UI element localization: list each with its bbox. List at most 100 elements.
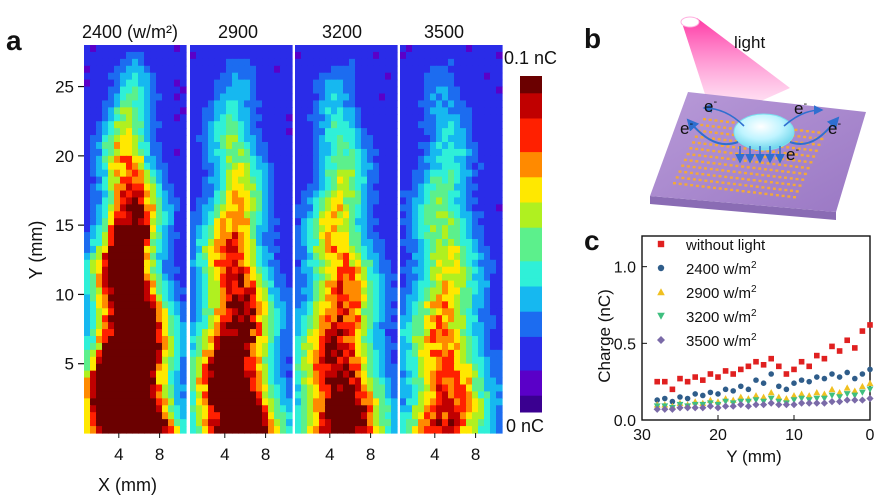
heatmap-cell [337, 155, 344, 164]
heatmap-cell [307, 45, 314, 53]
heatmap-cell [418, 79, 425, 88]
heatmap-cell [424, 245, 431, 254]
heatmap-cell [286, 349, 293, 358]
heatmap-cell [214, 142, 221, 150]
heatmap-cell [436, 197, 443, 205]
legend-marker [657, 264, 665, 272]
heatmap-cell [400, 370, 407, 379]
heatmap-cell [214, 72, 221, 81]
heatmap-cell [220, 426, 227, 434]
heatmap-cell [400, 128, 407, 136]
heatmap-cell [286, 107, 293, 115]
heatmap-cell [430, 79, 437, 88]
heatmap-cell [84, 294, 91, 302]
heatmap-cell [307, 176, 314, 185]
heatmap-cell [220, 58, 227, 67]
heatmap-cell [391, 370, 398, 379]
heatmap-cell [286, 148, 293, 157]
legend-label: 2400 w/m2 [686, 260, 757, 278]
heatmap-cell [196, 135, 203, 143]
heatmap-cell [379, 190, 386, 199]
heatmap-cell [132, 384, 139, 393]
heatmap-cell [156, 72, 163, 81]
heatmap-cell [319, 287, 326, 296]
heatmap-cell [418, 329, 425, 337]
heatmap-cell [343, 155, 350, 164]
heatmap-cell [325, 412, 332, 420]
electrode-dot [789, 152, 793, 155]
electrode-dot [703, 118, 706, 121]
heatmap-cell [448, 336, 455, 344]
heatmap-cell [448, 204, 455, 212]
heatmap-cell [286, 79, 293, 88]
heatmap-cell [301, 426, 308, 434]
electrode-dot [678, 182, 682, 186]
heatmap-cell [418, 190, 425, 199]
heatmap-cell [385, 259, 392, 268]
heatmap-cell [349, 308, 356, 316]
heatmap-cell [120, 370, 127, 379]
heatmap-cell [313, 51, 320, 60]
heatmap-cell [460, 142, 467, 150]
heatmap-cell [412, 412, 419, 420]
heatmap-cell [490, 301, 497, 309]
heatmap-cell [84, 183, 91, 192]
heatmap-cell [448, 232, 455, 240]
heatmap-cell [108, 391, 115, 399]
heatmap-cell [180, 308, 187, 316]
heatmap-cell [156, 259, 163, 268]
heatmap-cell [250, 322, 257, 330]
heatmap-cell [448, 391, 455, 399]
heatmap-cell [126, 204, 133, 212]
heatmap-cell [226, 51, 233, 60]
heatmap-cell [168, 72, 175, 81]
heatmap-cell [286, 65, 293, 74]
heatmap-cell [202, 142, 209, 150]
data-point [790, 397, 798, 404]
heatmap-cell [84, 259, 91, 268]
heatmap-cell [108, 280, 115, 289]
heatmap-cell [162, 301, 169, 309]
heatmap-cell [202, 419, 209, 427]
heatmap-cell [418, 336, 425, 344]
heatmap-cell [361, 405, 368, 413]
heatmap-cell [400, 315, 407, 323]
heatmap-cell [250, 176, 257, 185]
heatmap-cell [232, 370, 239, 379]
heatmap-cell [156, 190, 163, 199]
heatmap-cell [472, 301, 479, 309]
heatmap-cell [373, 384, 380, 393]
heatmap-cell [220, 245, 227, 254]
heatmap-cell [226, 121, 233, 129]
heatmap-cell [337, 363, 344, 372]
electrode-dot [786, 170, 790, 174]
heatmap-cell [102, 419, 109, 427]
heatmap-cell [466, 135, 473, 143]
heatmap-cell [190, 204, 197, 212]
heatmap-cell [424, 148, 431, 157]
heatmap-cell [244, 225, 251, 233]
heatmap-cell [108, 239, 115, 247]
heatmap-cell [268, 245, 275, 254]
heatmap-cell [307, 384, 314, 393]
heatmap-cell [436, 211, 443, 219]
heatmap-cell [337, 405, 344, 413]
heatmap-cell [168, 79, 175, 88]
heatmap-cell [325, 273, 332, 282]
heatmap-cell [496, 342, 503, 351]
heatmap-cell [268, 370, 275, 379]
heatmap-cell [156, 162, 163, 171]
heatmap-cell [256, 79, 263, 88]
heatmap-cell [208, 405, 215, 413]
heatmap-cell [379, 86, 386, 95]
heatmap-cell [406, 135, 413, 143]
heatmap-cell [448, 419, 455, 427]
heatmap-cell [442, 204, 449, 212]
heatmap-cell [349, 121, 356, 129]
heatmap-cell [150, 86, 157, 95]
heatmap-cell [412, 225, 419, 233]
heatmap-cell [343, 252, 350, 261]
heatmap-cell [162, 121, 169, 129]
heatmap-cell [301, 197, 308, 205]
heatmap-cell [114, 370, 121, 379]
